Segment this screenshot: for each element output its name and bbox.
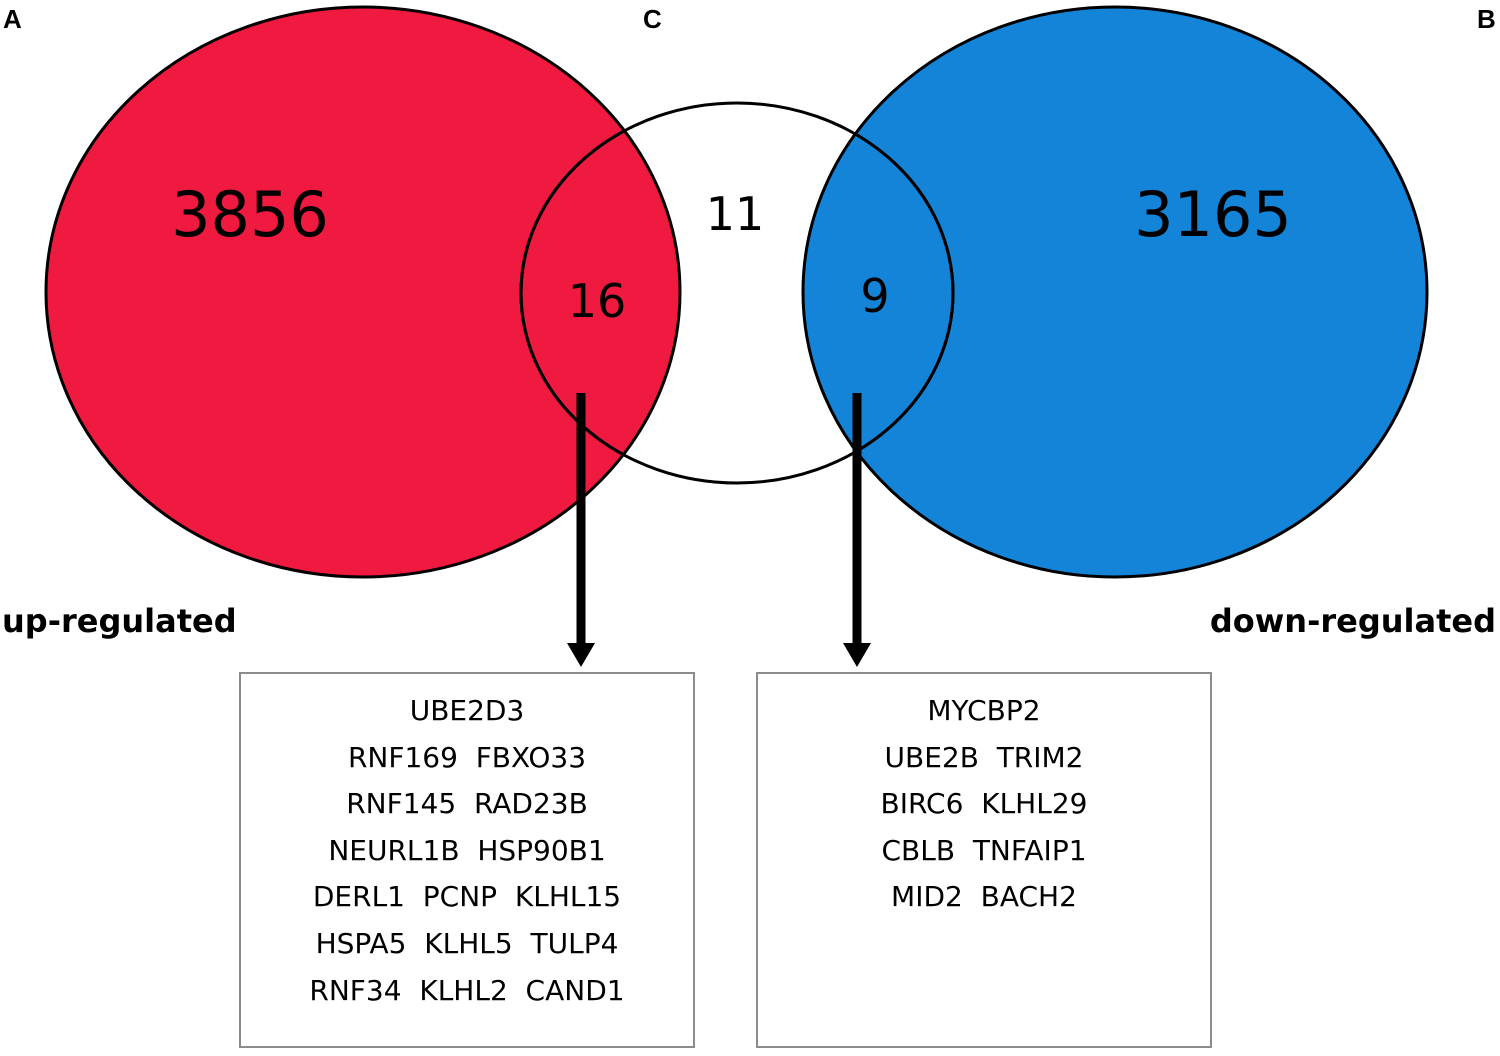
set-c-outline-in-a: [519, 101, 680, 485]
gene-line: DERL1 PCNP KLHL15: [312, 880, 622, 914]
gene-line: MID2 BACH2: [891, 880, 1077, 914]
gene-line: CBLB TNFAIP1: [881, 833, 1087, 867]
label-up-regulated: up-regulated: [2, 602, 237, 640]
panel-letter-c: C: [643, 4, 662, 34]
arrow-down-overlap: [843, 393, 871, 667]
set-c-outline-in-b: [803, 101, 955, 485]
count-up-only: 3856: [171, 178, 329, 251]
gene-line: MYCBP2: [927, 694, 1041, 727]
gene-list-box-down: MYCBP2 UBE2B TRIM2 BIRC6 KLHL29 CBLB TNF…: [756, 672, 1212, 1048]
gene-line: UBE2B TRIM2: [884, 740, 1084, 774]
count-up-c-overlap: 16: [568, 274, 627, 328]
count-down-c-overlap: 9: [860, 269, 889, 323]
gene-line: RNF145 RAD23B: [346, 787, 588, 821]
set-b-circle: [801, 5, 1429, 579]
gene-line: UBE2D3: [409, 694, 525, 727]
label-down-regulated: down-regulated: [1210, 602, 1496, 640]
gene-line: RNF169 FBXO33: [347, 740, 587, 774]
panel-letter-a: A: [3, 4, 22, 34]
gene-line: NEURL1B HSP90B1: [328, 833, 606, 867]
count-c-only: 11: [706, 187, 765, 241]
gene-line: BIRC6 KLHL29: [880, 787, 1088, 821]
panel-letter-b: B: [1477, 4, 1496, 34]
set-a-circle: [44, 5, 682, 579]
gene-line: RNF34 KLHL2 CAND1: [309, 973, 625, 1007]
gene-line: HSPA5 KLHL5 TULP4: [315, 926, 619, 960]
gene-list-box-up: UBE2D3 RNF169 FBXO33 RNF145 RAD23B NEURL…: [239, 672, 695, 1048]
count-down-only: 3165: [1134, 178, 1292, 251]
arrow-up-overlap: [567, 393, 595, 667]
